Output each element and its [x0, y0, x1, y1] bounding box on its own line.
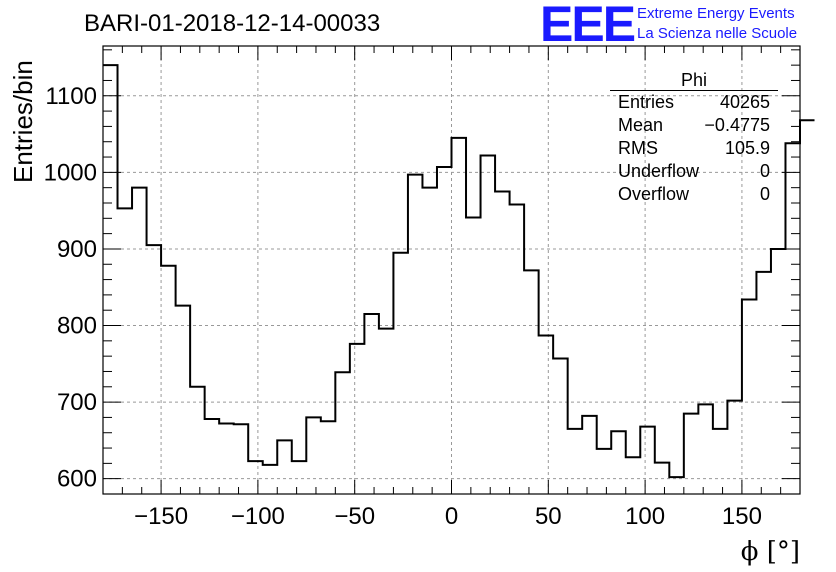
x-tick-label: −50 — [334, 503, 375, 530]
y-tick-label: 1100 — [45, 83, 97, 110]
stats-name: Phi — [610, 70, 778, 91]
histogram-bin — [510, 205, 525, 494]
histogram-bin — [306, 417, 321, 494]
histogram-series — [103, 64, 815, 494]
y-tick-label: 600 — [57, 466, 97, 493]
histogram-bin — [176, 306, 191, 494]
x-tick-label: −100 — [231, 503, 285, 530]
histogram-bin — [756, 272, 771, 494]
stats-rows: Entries 40265 Mean −0.4775 RMS 105.9 Underflow… — [610, 91, 778, 206]
histogram-bin — [568, 429, 583, 494]
stats-value: −0.4775 — [704, 115, 770, 135]
histogram-bin — [248, 461, 263, 494]
histogram-bin — [626, 457, 641, 494]
stats-value: 0 — [759, 184, 770, 204]
logo-caption: Extreme Energy Events La Scienza nelle S… — [637, 4, 797, 44]
histogram-bin — [640, 427, 655, 494]
stats-row: Overflow 0 — [610, 183, 778, 206]
histogram-bin — [118, 208, 133, 494]
stats-value: 105.9 — [724, 138, 770, 158]
histogram-bin — [597, 449, 612, 494]
histogram-bin — [422, 188, 437, 494]
histogram-bin — [408, 175, 423, 494]
histogram-bin — [350, 344, 365, 494]
histogram-bin — [713, 429, 728, 494]
histogram-bin — [684, 414, 699, 494]
histogram-bin — [727, 401, 742, 494]
logo-line-2: La Scienza nelle Scuole — [637, 25, 798, 42]
y-tick-label: 900 — [57, 236, 97, 263]
stats-label: Entries — [618, 92, 675, 112]
histogram-bin — [161, 266, 176, 494]
histogram-bin — [495, 192, 510, 494]
histogram-bin — [800, 120, 815, 494]
histogram-bin — [539, 335, 554, 494]
x-axis-label: ϕ [°] — [741, 537, 800, 567]
histogram-bin — [132, 188, 147, 494]
stats-box: Phi Entries 40265 Mean −0.4775 RMS 105.9 Under… — [610, 70, 778, 206]
histogram-bin — [655, 463, 670, 494]
stats-row: Underflow 0 — [610, 160, 778, 183]
histogram-bin — [452, 138, 467, 494]
x-tick-label: 50 — [535, 503, 562, 530]
chart-title: BARI-01-2018-12-14-00033 — [84, 10, 381, 37]
histogram-bin — [263, 465, 278, 494]
y-tick-label: 1000 — [44, 159, 97, 186]
histogram-bin — [335, 372, 350, 494]
histogram-bin — [321, 421, 336, 494]
histogram-bin — [292, 461, 307, 494]
histogram-bin — [364, 314, 379, 494]
stats-row: Entries 40265 — [610, 91, 778, 114]
x-tick-label: −150 — [134, 503, 188, 530]
histogram-bin — [771, 249, 786, 494]
histogram-bin — [393, 253, 408, 494]
y-axis-label: Entries/bin — [8, 60, 38, 183]
stats-label: Mean — [618, 115, 664, 135]
stats-label: RMS — [618, 138, 658, 158]
histogram-bin — [234, 424, 249, 494]
histogram-bin — [698, 404, 713, 494]
histogram-bin — [524, 270, 539, 494]
x-tick-label: 0 — [445, 503, 458, 530]
histogram-bin — [379, 329, 394, 494]
histogram-bin — [742, 299, 757, 494]
histogram-bin — [553, 358, 568, 494]
histogram-bin — [669, 477, 684, 494]
histogram-bin — [466, 218, 481, 494]
histogram-bin — [205, 419, 220, 494]
logo-line-1: Extreme Energy Events — [637, 5, 795, 22]
x-tick-label: 100 — [625, 503, 665, 530]
histogram-bin — [437, 167, 452, 494]
histogram-bin — [147, 245, 162, 494]
histogram-bin — [190, 387, 205, 494]
stats-value: 0 — [759, 161, 770, 181]
tick-labels: −150 −100 −50 0 50 100 150 600 700 800 900 1000 1100 — [44, 83, 762, 530]
histogram-bin — [582, 416, 597, 494]
eee-logo: EEE — [540, 0, 636, 52]
stats-row: RMS 105.9 — [610, 137, 778, 160]
stats-label: Underflow — [618, 161, 700, 181]
x-tick-label: 150 — [722, 503, 762, 530]
axes — [102, 45, 801, 495]
histogram-bin — [785, 143, 800, 494]
histogram-bin — [481, 156, 496, 494]
y-tick-label: 700 — [57, 389, 97, 416]
y-tick-label: 800 — [57, 313, 97, 340]
stats-value: 40265 — [719, 92, 770, 112]
stats-label: Overflow — [618, 184, 690, 204]
stats-row: Mean −0.4775 — [610, 114, 778, 137]
histogram-bin — [611, 431, 626, 494]
grid-lines — [103, 46, 800, 494]
histogram-bin — [219, 424, 234, 494]
histogram-line — [103, 64, 815, 479]
histogram-bin — [277, 440, 292, 494]
